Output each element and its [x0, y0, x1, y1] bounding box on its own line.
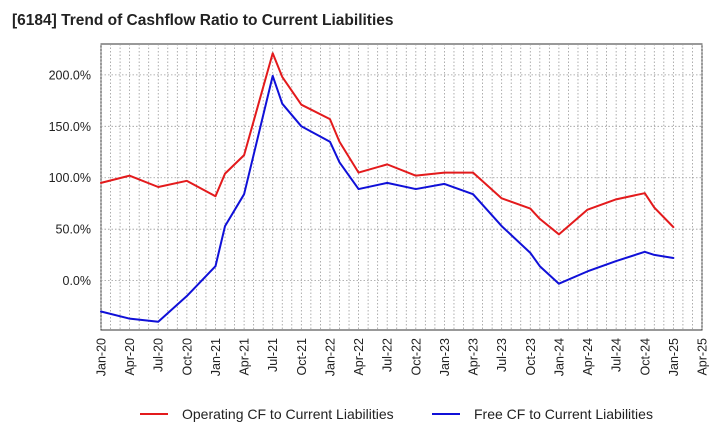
- x-tick-label: Apr-25: [696, 338, 710, 376]
- x-tick-label: Jul-24: [610, 338, 624, 372]
- legend: Operating CF to Current Liabilities Free …: [140, 406, 653, 422]
- x-tick-label: Jul-20: [152, 338, 166, 372]
- y-grid: [101, 74, 702, 282]
- x-tick-label: Oct-22: [409, 338, 423, 376]
- x-tick-label: Oct-20: [180, 338, 194, 376]
- y-tick-label: 100.0%: [49, 171, 91, 185]
- x-tick-label: Apr-23: [467, 338, 481, 376]
- y-tick-label: 0.0%: [63, 274, 92, 288]
- x-tick-label: Oct-24: [638, 338, 652, 376]
- x-tick-label: Jul-22: [381, 338, 395, 372]
- chart-title: [6184] Trend of Cashflow Ratio to Curren…: [12, 12, 394, 29]
- x-tick-label: Oct-23: [524, 338, 538, 376]
- x-tick-label: Jan-25: [667, 338, 681, 376]
- x-tick-label: Jan-21: [209, 338, 223, 376]
- plot-frame: [100, 43, 703, 331]
- x-tick-label: Apr-21: [238, 338, 252, 376]
- series-line-2: [100, 74, 675, 323]
- legend-label-1: Operating CF to Current Liabilities: [182, 406, 394, 422]
- legend-label-2: Free CF to Current Liabilities: [474, 406, 653, 422]
- x-tick-label: Oct-21: [295, 338, 309, 376]
- x-tick-label: Jan-24: [552, 338, 566, 376]
- series-line-1: [100, 52, 675, 236]
- x-tick-label: Jan-23: [438, 338, 452, 376]
- y-tick-label: 150.0%: [49, 120, 91, 134]
- y-tick-label: 200.0%: [49, 68, 91, 82]
- x-tick-label: Jul-23: [495, 338, 509, 372]
- x-tick-label: Jan-22: [323, 338, 337, 376]
- x-tick-label: Apr-22: [352, 338, 366, 376]
- x-tick-label: Apr-20: [123, 338, 137, 376]
- x-tick-label: Jan-20: [95, 338, 109, 376]
- x-tick-label: Apr-24: [581, 338, 595, 376]
- x-grid: [100, 44, 703, 330]
- x-tick-label: Jul-21: [266, 338, 280, 372]
- y-tick-label: 50.0%: [56, 223, 91, 237]
